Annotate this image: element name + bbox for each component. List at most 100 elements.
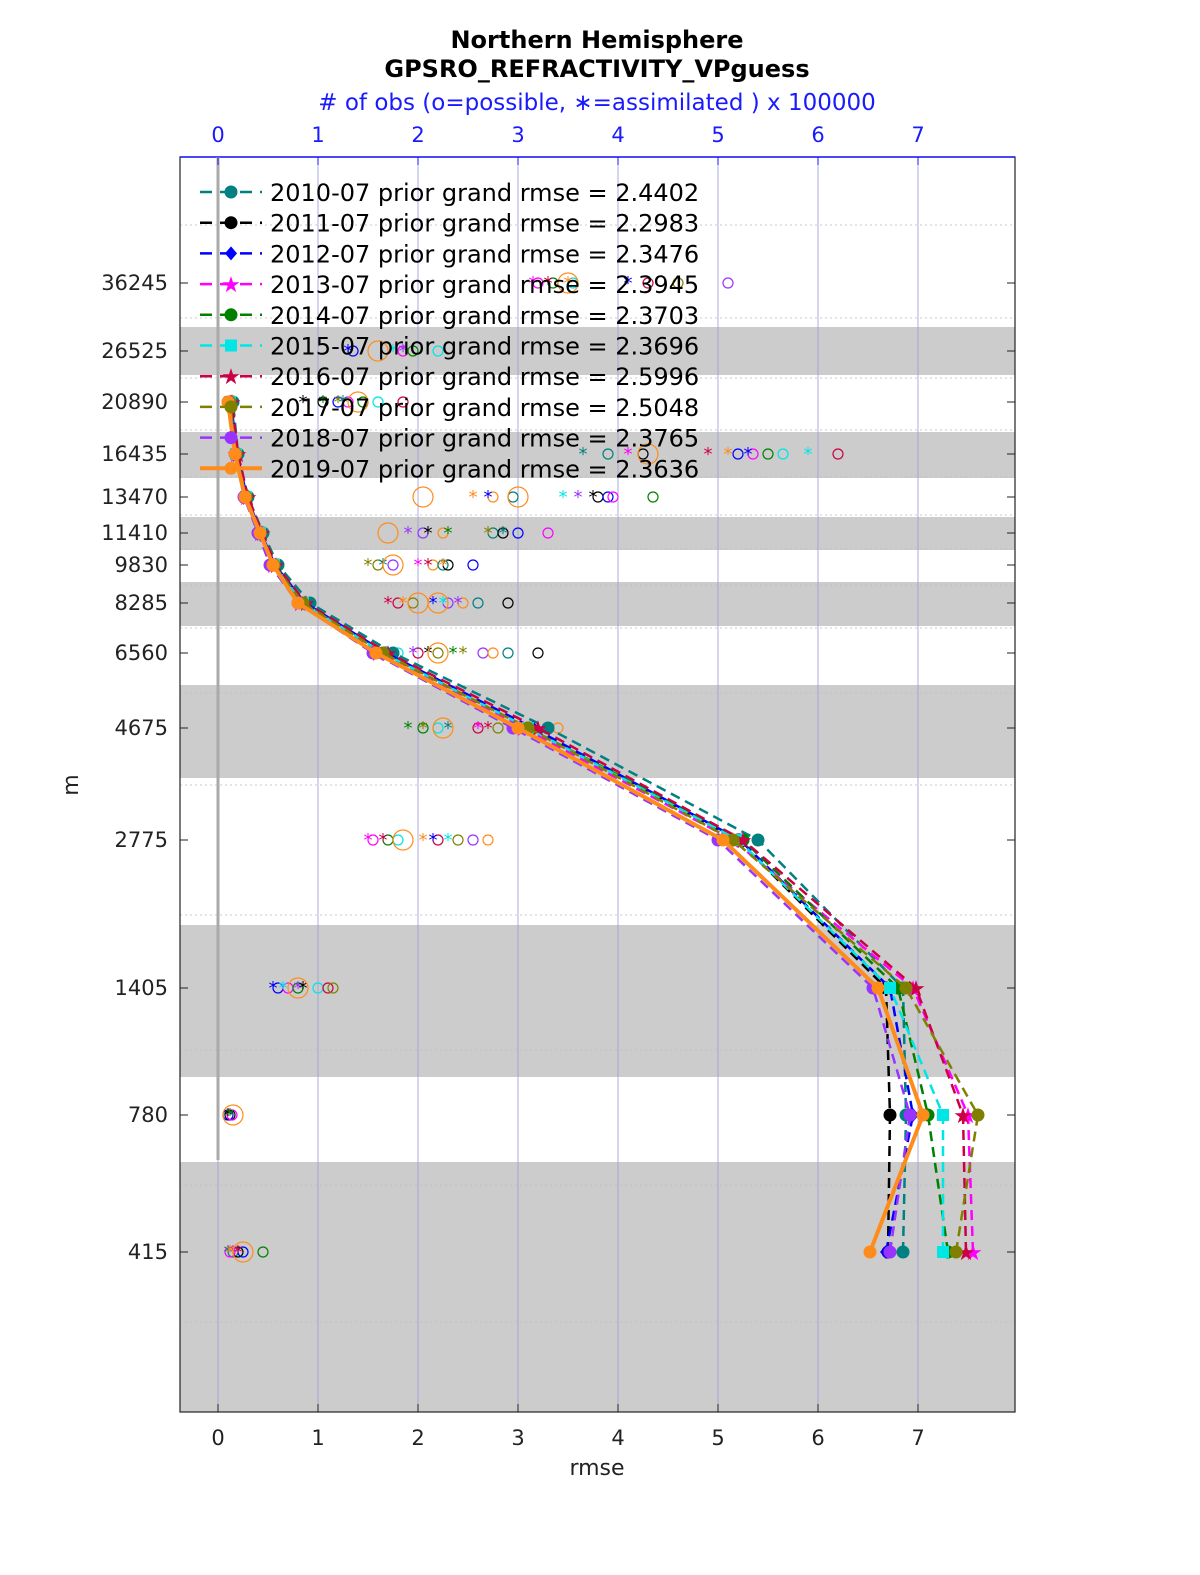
obs-possible-marker	[327, 982, 339, 994]
level-band	[180, 327, 1015, 375]
obs-assimilated-marker: *	[294, 978, 303, 999]
obs-highlight-marker	[427, 642, 449, 664]
obs-assimilated-marker: *	[439, 555, 448, 576]
series-marker	[899, 981, 913, 995]
top-tick-label: 4	[611, 123, 624, 147]
obs-highlight-marker	[222, 1104, 244, 1126]
legend-swatch-marker	[224, 216, 238, 230]
obs-possible-marker	[342, 396, 354, 408]
obs-possible-marker	[502, 597, 514, 609]
obs-assimilated-marker: *	[559, 487, 568, 508]
obs-highlight-marker	[432, 717, 454, 739]
obs-assimilated-marker: *	[589, 487, 598, 508]
obs-assimilated-marker: *	[414, 555, 423, 576]
legend-swatch-marker	[224, 400, 238, 414]
obs-assimilated-marker: *	[339, 392, 348, 413]
obs-assimilated-marker: *	[429, 593, 438, 614]
series-marker	[884, 982, 896, 994]
obs-assimilated-marker: *	[724, 444, 733, 465]
obs-possible-marker	[762, 448, 774, 460]
series-marker	[511, 721, 525, 735]
obs-possible-marker	[647, 491, 659, 503]
obs-assimilated-marker: *	[299, 978, 308, 999]
series-marker	[238, 490, 252, 504]
series-line	[230, 401, 968, 1253]
legend-swatch-marker	[225, 339, 237, 352]
obs-possible-marker	[226, 1109, 238, 1121]
x-tick-label: 6	[811, 1426, 824, 1450]
obs-assimilated-marker: *	[624, 444, 633, 465]
legend-swatch-marker: ★	[221, 365, 241, 390]
obs-assimilated-marker: *	[226, 1242, 235, 1263]
chart-title: Northern Hemisphere	[450, 26, 743, 54]
series-marker	[903, 1108, 917, 1122]
obs-possible-marker	[482, 834, 494, 846]
obs-possible-marker	[747, 448, 759, 460]
obs-assimilated-marker: *	[364, 555, 373, 576]
obs-possible-marker	[392, 597, 404, 609]
obs-possible-marker	[777, 448, 789, 460]
obs-possible-marker	[467, 834, 479, 846]
obs-possible-marker	[432, 647, 444, 659]
obs-possible-marker	[487, 491, 499, 503]
obs-assimilated-marker: *	[744, 444, 753, 465]
obs-possible-marker	[437, 527, 449, 539]
legend-swatch-marker	[224, 308, 238, 322]
obs-possible-marker	[432, 345, 444, 357]
series-marker: ★	[963, 1241, 983, 1266]
x-axis-label: rmse	[569, 1456, 624, 1481]
chart-subtitle: GPSRO_REFRACTIVITY_VPguess	[384, 55, 809, 83]
obs-possible-marker	[224, 1246, 236, 1258]
obs-assimilated-marker: *	[404, 718, 413, 739]
y-tick-label: 6560	[115, 641, 168, 665]
axis-ticks: 0 1 2 3 4 5 6 7 0 1 2 3 4 5 6 7 415 780 1405 2775 4675 6560 82…	[101, 123, 1015, 1450]
series-marker	[937, 1109, 949, 1121]
top-tick-label: 3	[511, 123, 524, 147]
obs-highlight-marker	[507, 486, 529, 508]
obs-possible-marker	[442, 597, 454, 609]
obs-possible-marker	[412, 647, 424, 659]
obs-possible-marker	[392, 834, 404, 846]
obs-assimilated-marker: *	[544, 273, 553, 294]
obs-possible-marker	[257, 1246, 269, 1258]
series-marker	[369, 646, 383, 660]
obs-possible-marker	[497, 527, 509, 539]
obs-possible-marker	[237, 1246, 249, 1258]
obs-assimilated-marker: *	[474, 718, 483, 739]
obs-possible-marker	[407, 345, 419, 357]
obs-highlight-marker	[232, 1241, 254, 1263]
obs-highlight-marker	[407, 592, 429, 614]
legend-entry-label: 2014-07 prior grand rmse = 2.3703	[270, 302, 699, 330]
x-tick-label: 0	[211, 1426, 224, 1450]
obs-possible-marker	[472, 597, 484, 609]
obs-assimilated-marker: *	[399, 341, 408, 362]
series-marker: ★	[956, 1241, 976, 1266]
obs-assimilated-marker: *	[234, 1242, 243, 1263]
obs-assimilated-marker: *	[279, 978, 288, 999]
obs-assimilated-marker: *	[564, 273, 573, 294]
legend-entry-label: 2015-07 prior grand rmse = 2.3696	[270, 333, 699, 361]
obs-possible-marker	[532, 277, 544, 289]
legend-entry-label: 2016-07 prior grand rmse = 2.5996	[270, 363, 699, 391]
series-marker	[863, 1245, 877, 1259]
series-marker: ★	[733, 829, 753, 854]
obs-possible-marker	[457, 597, 469, 609]
level-band	[180, 1162, 1015, 1412]
obs-possible-marker	[487, 647, 499, 659]
obs-assimilated-marker: *	[444, 718, 453, 739]
level-band	[180, 432, 1015, 478]
legend-swatch-marker	[224, 461, 238, 475]
obs-assimilated-marker: *	[224, 1105, 233, 1126]
obs-assimilated-marker: *	[344, 341, 353, 362]
obs-assimilated-marker: *	[469, 487, 478, 508]
obs-assimilated-marker: *	[704, 444, 713, 465]
y-tick-label: 11410	[101, 521, 168, 545]
grid-lines	[180, 157, 1015, 1412]
obs-assimilated-marker: *	[364, 830, 373, 851]
obs-possible-marker	[292, 982, 304, 994]
obs-possible-marker	[602, 448, 614, 460]
obs-assimilated-marker: *	[444, 523, 453, 544]
y-tick-label: 2775	[115, 828, 168, 852]
series-marker	[726, 833, 740, 847]
